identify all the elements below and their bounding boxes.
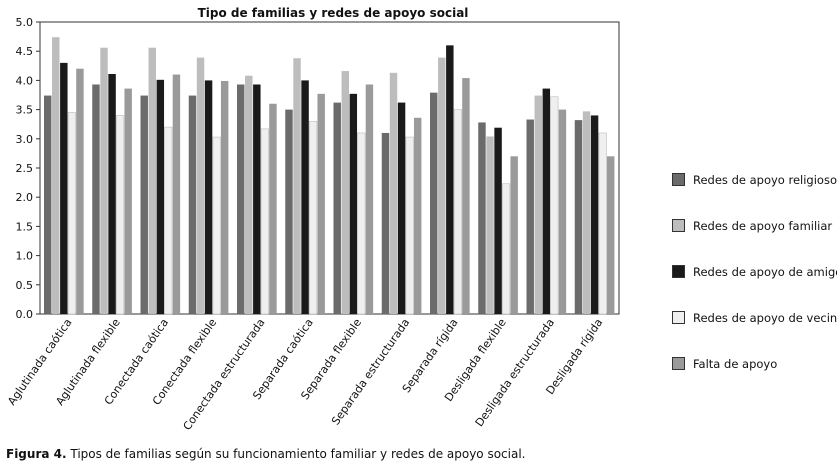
legend-label: Redes de apoyo de vecinos — [693, 311, 837, 325]
bar — [285, 109, 293, 314]
y-tick-label: 0.5 — [16, 279, 34, 292]
bar — [365, 84, 374, 315]
bar — [260, 128, 269, 315]
legend-label: Falta de apoyo — [693, 357, 778, 371]
bar — [60, 62, 68, 314]
bar — [381, 132, 390, 314]
bar — [245, 75, 253, 314]
y-tick-label: 3.5 — [16, 104, 34, 117]
y-tick-label: 2.5 — [16, 162, 34, 175]
axes — [36, 21, 620, 315]
bar — [293, 58, 301, 315]
legend-label: Redes de apoyo familiar — [693, 219, 833, 233]
bar — [309, 120, 318, 315]
bar — [341, 71, 349, 314]
bar — [116, 115, 125, 315]
bar — [100, 47, 108, 314]
bar — [76, 68, 84, 314]
bar — [333, 102, 341, 314]
bar — [413, 117, 422, 314]
bar — [44, 95, 52, 314]
bar — [582, 111, 591, 314]
bar — [253, 84, 261, 315]
bar — [494, 127, 502, 314]
bar — [140, 95, 148, 314]
bar — [204, 80, 213, 315]
bar-chart: Tipo de familias y redes de apoyo social… — [5, 6, 620, 433]
y-tick-label: 4.5 — [16, 45, 34, 58]
legend-label: Redes de apoyo religioso — [693, 173, 837, 187]
bar — [269, 103, 277, 314]
bar — [220, 80, 229, 314]
bar — [67, 112, 76, 315]
caption-label: Figura 4. — [6, 447, 67, 461]
bar — [606, 156, 615, 314]
x-tick-label: Conectada estructurada — [181, 316, 268, 432]
legend-swatch — [672, 173, 685, 186]
bar — [462, 78, 470, 314]
bar — [542, 88, 551, 314]
bar — [526, 119, 534, 314]
bar — [478, 122, 486, 314]
legend-swatch — [672, 219, 685, 232]
legend-swatch — [672, 265, 685, 278]
y-tick-label: 2.0 — [16, 191, 34, 204]
bar — [510, 156, 518, 314]
bar — [357, 132, 366, 315]
bar — [574, 120, 583, 314]
bar — [446, 45, 454, 315]
legend-label: Redes de apoyo de amigos — [693, 265, 837, 279]
bar — [188, 95, 197, 314]
bar — [212, 136, 221, 315]
y-tick-label: 5.0 — [16, 16, 34, 29]
y-tick-label: 3.0 — [16, 133, 34, 146]
figure-caption: Figura 4. Tipos de familias según su fun… — [6, 446, 526, 462]
y-tick-label: 0.0 — [16, 308, 34, 321]
bar — [301, 80, 309, 315]
bar — [430, 92, 438, 314]
bar — [52, 37, 60, 315]
bar — [486, 136, 494, 314]
bar — [172, 74, 181, 314]
bar — [389, 72, 398, 314]
bar — [550, 96, 559, 315]
y-tick-label: 1.5 — [16, 220, 34, 233]
bar — [534, 95, 542, 314]
bar — [148, 47, 156, 314]
caption-text: Tipos de familias según su funcionamient… — [66, 447, 526, 461]
bar — [438, 57, 446, 315]
bar — [317, 93, 325, 314]
bar — [196, 57, 205, 315]
bars — [44, 37, 615, 315]
bar — [349, 93, 358, 314]
legend-swatch — [672, 311, 685, 324]
bar — [237, 84, 245, 315]
bar — [598, 132, 607, 315]
bar — [108, 73, 116, 314]
bar — [558, 109, 567, 314]
bar — [453, 109, 462, 315]
bar — [92, 84, 100, 315]
y-tick-label: 1.0 — [16, 250, 34, 263]
bar — [405, 136, 414, 315]
chart-title: Tipo de familias y redes de apoyo social — [198, 6, 469, 20]
bar — [502, 183, 511, 315]
legend-swatch — [672, 357, 685, 370]
bar — [164, 126, 173, 315]
bar — [590, 115, 599, 314]
bar — [397, 102, 406, 314]
bar — [156, 79, 165, 314]
bar — [124, 88, 132, 314]
y-tick-label: 4.0 — [16, 74, 34, 87]
